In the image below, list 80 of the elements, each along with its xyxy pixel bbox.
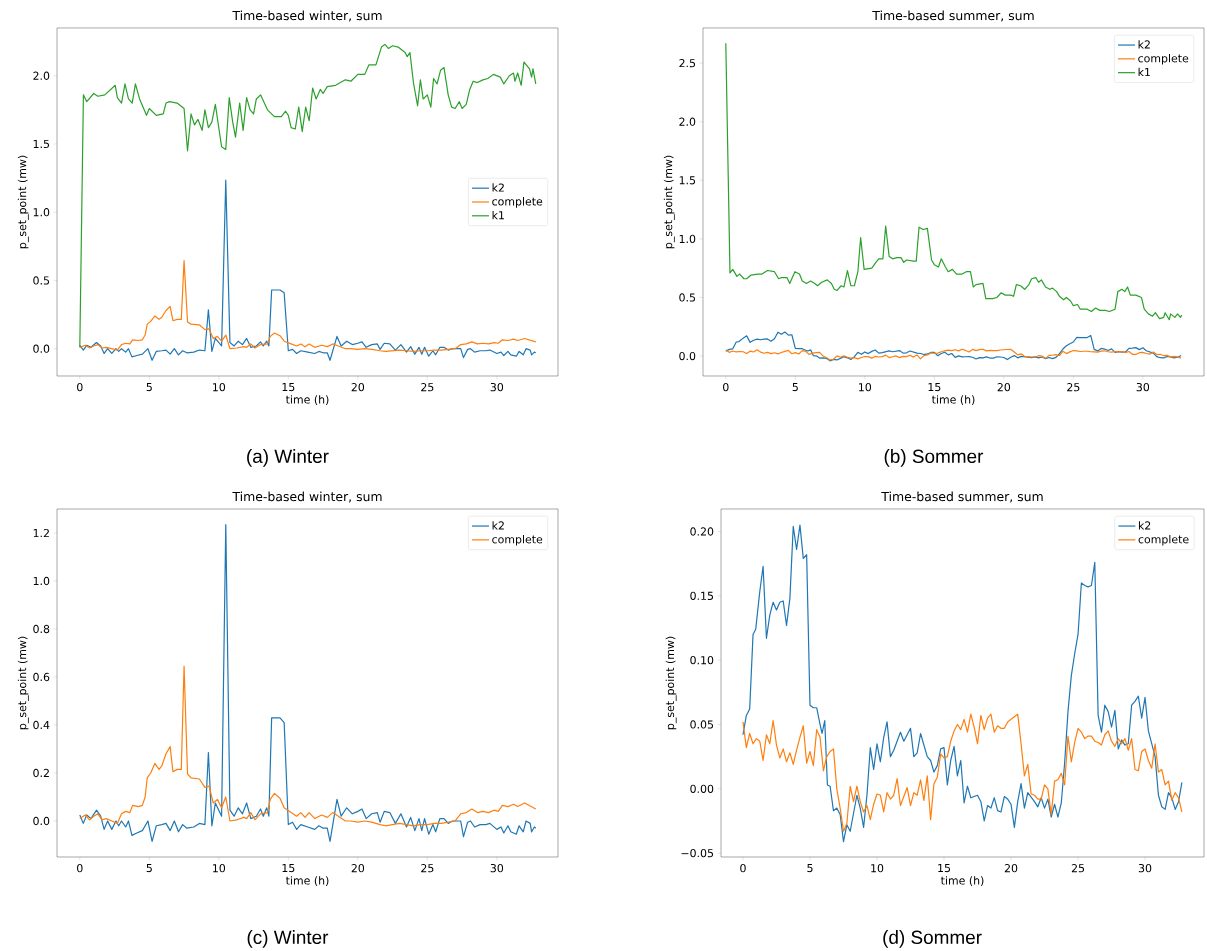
x-tick-label: 5 — [792, 382, 798, 392]
legend-label: k1 — [492, 210, 504, 220]
legend-label: complete — [492, 534, 543, 546]
legend-label: k2 — [1138, 40, 1150, 49]
x-tick-label: 5 — [146, 382, 152, 392]
y-tick-label: 1.5 — [679, 176, 696, 185]
y-tick-label: 0.20 — [690, 527, 714, 536]
chart-title: Time-based summer, sum — [881, 491, 1043, 503]
y-tick-label: 0.15 — [690, 591, 714, 600]
line-series — [725, 331, 1182, 362]
text: (a) Winter — [247, 449, 329, 467]
x-tick-label: 15 — [938, 863, 951, 873]
legend-label: complete — [1138, 53, 1189, 65]
legend-label: k2 — [492, 521, 504, 530]
y-tick-label: 0.0 — [33, 344, 50, 353]
legend-label: k2 — [1138, 521, 1151, 530]
y-axis-title: p_set_point (mw) — [17, 155, 29, 249]
legend-label: k2 — [492, 183, 504, 192]
legend-label: complete — [1138, 534, 1189, 546]
y-tick-label: 2.0 — [679, 117, 696, 126]
x-tick-label: 15 — [282, 863, 295, 873]
y-tick-label: 0.2 — [33, 768, 49, 778]
x-tick-label: 25 — [1071, 863, 1085, 873]
x-axis-title: time (h) — [285, 395, 329, 405]
y-tick-label: 0.4 — [33, 720, 50, 730]
text: (c) Winter — [247, 930, 329, 948]
y-tick-label: −0.05 — [681, 848, 714, 858]
x-tick-label: 20 — [997, 382, 1011, 392]
y-tick-label: 1.0 — [679, 234, 696, 244]
x-tick-label: 10 — [859, 382, 872, 392]
x-tick-label: 30 — [490, 863, 504, 873]
chart-title: Time-based winter, sum — [232, 491, 382, 503]
legend-label: complete — [492, 197, 543, 208]
x-tick-label: 0 — [77, 382, 83, 392]
x-tick-label: 10 — [871, 863, 884, 873]
y-tick-label: 1.0 — [33, 576, 50, 586]
x-tick-label: 0 — [77, 863, 83, 873]
x-tick-label: 20 — [351, 382, 365, 392]
y-tick-label: 2.5 — [679, 58, 696, 68]
x-axis-title: time (h) — [285, 876, 329, 886]
y-tick-label: 2.0 — [33, 71, 50, 80]
y-tick-label: 0.05 — [690, 720, 714, 729]
x-tick-label: 0 — [723, 382, 729, 392]
x-axis-title: time (h) — [931, 395, 975, 405]
x-tick-label: 10 — [213, 863, 226, 873]
x-tick-label: 10 — [213, 382, 226, 392]
y-tick-label: 1.2 — [33, 528, 49, 538]
x-tick-label: 25 — [1067, 382, 1080, 392]
y-tick-label: 0.8 — [33, 624, 50, 634]
y-axis-title: p_set_point (mw) — [17, 636, 29, 730]
y-tick-label: 0.6 — [33, 672, 50, 682]
chart-title: Time-based summer, sum — [872, 10, 1034, 22]
y-tick-label: 0.10 — [690, 655, 714, 665]
x-tick-label: 20 — [1004, 863, 1018, 873]
text: (b) Sommer — [884, 449, 984, 467]
y-tick-label: 0.0 — [33, 816, 50, 826]
x-tick-label: 5 — [146, 863, 152, 873]
y-tick-label: 0.0 — [679, 351, 696, 361]
x-tick-label: 25 — [421, 863, 434, 873]
x-tick-label: 30 — [490, 382, 504, 392]
x-tick-label: 5 — [807, 863, 813, 873]
x-axis-title: time (h) — [940, 876, 984, 886]
y-tick-label: 0.5 — [679, 293, 696, 302]
y-tick-label: 1.0 — [33, 208, 50, 217]
y-axis-title: p_set_point (mw) — [663, 155, 675, 249]
line-series — [742, 713, 1183, 832]
chart-title: Time-based winter, sum — [232, 10, 382, 22]
y-tick-label: 1.5 — [33, 139, 50, 149]
x-tick-label: 0 — [740, 863, 746, 873]
legend-label: k1 — [1138, 67, 1150, 77]
x-tick-label: 25 — [421, 382, 434, 392]
y-tick-label: 0.5 — [33, 276, 50, 285]
y-axis-title: p_set_point (mw) — [665, 636, 677, 730]
x-tick-label: 20 — [351, 863, 365, 873]
text: (d) Sommer — [883, 930, 982, 948]
x-tick-label: 15 — [928, 382, 941, 392]
x-tick-label: 30 — [1136, 382, 1150, 392]
x-tick-label: 30 — [1138, 863, 1152, 873]
y-tick-label: 0.00 — [690, 784, 714, 793]
x-tick-label: 15 — [282, 382, 295, 392]
